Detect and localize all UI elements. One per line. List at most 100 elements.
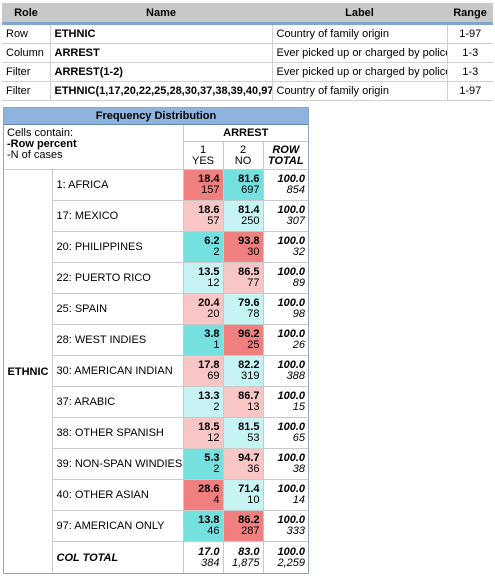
cell-row-total: 100.0 15 bbox=[263, 386, 309, 418]
row-category-label[interactable]: 1: AFRICA bbox=[52, 169, 184, 201]
n-cases-value: 25 bbox=[247, 339, 260, 351]
cell-row-total: 100.0 89 bbox=[263, 262, 309, 294]
variable-row: Column ARREST Ever picked up or charged by… bbox=[2, 43, 493, 63]
var-range: 1-3 bbox=[447, 43, 493, 63]
header-range: Range bbox=[447, 3, 493, 25]
n-cases-value: 98 bbox=[292, 308, 306, 320]
var-name: ARREST(1-2) bbox=[50, 62, 273, 82]
cell-no: 96.2 25 bbox=[223, 324, 264, 356]
row-percent-value: 5.3 bbox=[204, 452, 220, 464]
n-cases-value: 36 bbox=[247, 463, 260, 475]
row-percent-value: 100.0 bbox=[277, 452, 306, 464]
col-header-yes[interactable]: 1 YES bbox=[183, 141, 224, 170]
cell-row-total: 100.0 854 bbox=[263, 169, 309, 201]
row-category-label[interactable]: 30: AMERICAN INDIAN bbox=[52, 355, 184, 387]
row-percent-value: 100.0 bbox=[277, 266, 306, 278]
row-percent-value: 100.0 bbox=[277, 514, 306, 526]
row-percent-value: 94.7 bbox=[238, 452, 260, 464]
table-row: 20: PHILIPPINES 6.2 2 93.8 30 100.0 32 bbox=[4, 231, 309, 263]
row-category-label[interactable]: 97: AMERICAN ONLY bbox=[52, 510, 184, 542]
cell-no: 86.2 287 bbox=[223, 510, 264, 542]
row-percent-value: 81.5 bbox=[238, 421, 260, 433]
table-row: ETHNIC 1: AFRICA 18.4 157 81.6 697 100.0 854 bbox=[4, 169, 309, 573]
n-cases-value: 53 bbox=[247, 432, 260, 444]
col-label-no: NO bbox=[234, 154, 252, 167]
var-range: 1-3 bbox=[447, 62, 493, 82]
row-percent-value: 17.0 bbox=[198, 545, 220, 558]
var-role: Column bbox=[2, 43, 51, 63]
frequency-distribution-table: Frequency Distribution Cells contain: -R… bbox=[3, 107, 309, 574]
row-total-label-1: ROW bbox=[272, 143, 300, 156]
header-name: Name bbox=[50, 3, 272, 25]
n-cases-value: 10 bbox=[247, 494, 260, 506]
row-category-label[interactable]: 40: OTHER ASIAN bbox=[52, 479, 184, 511]
cell-yes: 13.8 46 bbox=[183, 510, 224, 542]
cell-yes: 17.8 69 bbox=[183, 355, 224, 387]
row-category-label[interactable]: 25: SPAIN bbox=[52, 293, 184, 325]
row-percent-value: 100.0 bbox=[277, 328, 306, 340]
n-cases-value: 26 bbox=[292, 339, 306, 351]
cell-yes: 20.4 20 bbox=[183, 293, 224, 325]
row-percent-value: 100.0 bbox=[277, 421, 306, 433]
cell-no: 94.7 36 bbox=[223, 448, 264, 480]
row-category-label[interactable]: 28: WEST INDIES bbox=[52, 324, 184, 356]
row-percent-value: 3.8 bbox=[204, 328, 220, 340]
table-row: 30: AMERICAN INDIAN 17.8 69 82.2 319 100.0 388 bbox=[4, 355, 309, 387]
row-percent-value: 100.0 bbox=[277, 390, 306, 402]
var-label: Ever picked up or charged by police bbox=[272, 62, 448, 82]
row-percent-value: 96.2 bbox=[238, 328, 260, 340]
cell-yes: 18.6 57 bbox=[183, 200, 224, 232]
row-category-label[interactable]: 37: ARABIC bbox=[52, 386, 184, 418]
n-cases-value: 307 bbox=[286, 215, 306, 227]
n-cases-value: 46 bbox=[207, 525, 220, 537]
cell-row-total: 100.0 307 bbox=[263, 200, 309, 232]
cell-row-total: 100.0 14 bbox=[263, 479, 309, 511]
cell-row-total: 100.0 38 bbox=[263, 448, 309, 480]
cell-row-total: 100.0 333 bbox=[263, 510, 309, 542]
n-cases-value: 4 bbox=[213, 494, 220, 506]
row-percent-value: 100.0 bbox=[277, 483, 306, 495]
row-category-label[interactable]: 38: OTHER SPANISH bbox=[52, 417, 184, 449]
row-percent-value: 100.0 bbox=[277, 545, 306, 558]
row-percent-value: 82.2 bbox=[238, 359, 260, 371]
row-category-label[interactable]: 17: MEXICO bbox=[52, 200, 184, 232]
row-percent-value: 13.5 bbox=[198, 266, 220, 278]
cell-row-total: 100.0 65 bbox=[263, 417, 309, 449]
row-percent-value: 71.4 bbox=[238, 483, 260, 495]
table-row: 37: ARABIC 13.3 2 86.7 13 100.0 15 bbox=[4, 386, 309, 418]
n-cases-value: 14 bbox=[292, 494, 306, 506]
row-percent-value: 18.4 bbox=[198, 173, 220, 185]
cells-contain-legend: Cells contain: -Row percent -N of cases bbox=[4, 125, 184, 170]
col-code-yes: 1 bbox=[199, 143, 207, 156]
table-row: 28: WEST INDIES 3.8 1 96.2 25 100.0 26 bbox=[4, 324, 309, 356]
cells-contain-text: Cells contain: bbox=[7, 127, 74, 139]
grand-total: 100.0 2,259 bbox=[263, 542, 308, 574]
var-range: 1-97 bbox=[447, 23, 493, 44]
var-label: Country of family origin bbox=[272, 81, 448, 101]
n-cases-value: 20 bbox=[207, 308, 220, 320]
col-header-no[interactable]: 2 NO bbox=[223, 141, 264, 170]
cell-row-total: 100.0 98 bbox=[263, 293, 309, 325]
n-cases-value: 57 bbox=[207, 215, 220, 227]
n-cases-value: 1 bbox=[213, 339, 220, 351]
cell-row-total: 100.0 26 bbox=[263, 324, 309, 356]
n-cases-value: 12 bbox=[207, 277, 220, 289]
n-cases-value: 384 bbox=[201, 556, 220, 569]
n-cases-value: 2 bbox=[213, 401, 220, 413]
var-name: ARREST bbox=[50, 43, 273, 63]
n-cases-value: 89 bbox=[292, 277, 306, 289]
variable-row: Filter ARREST(1-2) Ever picked up or charg… bbox=[2, 62, 493, 82]
cell-row-total: 100.0 388 bbox=[263, 355, 309, 387]
header-label: Label bbox=[272, 3, 447, 25]
row-category-label[interactable]: 22: PUERTO RICO bbox=[52, 262, 184, 294]
n-cases-value: 77 bbox=[247, 277, 260, 289]
row-percent-value: 13.3 bbox=[198, 390, 220, 402]
var-role: Filter bbox=[2, 81, 51, 101]
cell-no: 71.4 10 bbox=[223, 479, 264, 511]
n-cases-value: 287 bbox=[241, 525, 260, 537]
row-percent-value: 81.6 bbox=[238, 173, 260, 185]
row-category-label[interactable]: 39: NON-SPAN WINDIES bbox=[52, 448, 184, 480]
n-cases-value: 69 bbox=[207, 370, 220, 382]
row-category-label[interactable]: 20: PHILIPPINES bbox=[52, 231, 184, 263]
n-cases-value: 697 bbox=[241, 184, 260, 196]
